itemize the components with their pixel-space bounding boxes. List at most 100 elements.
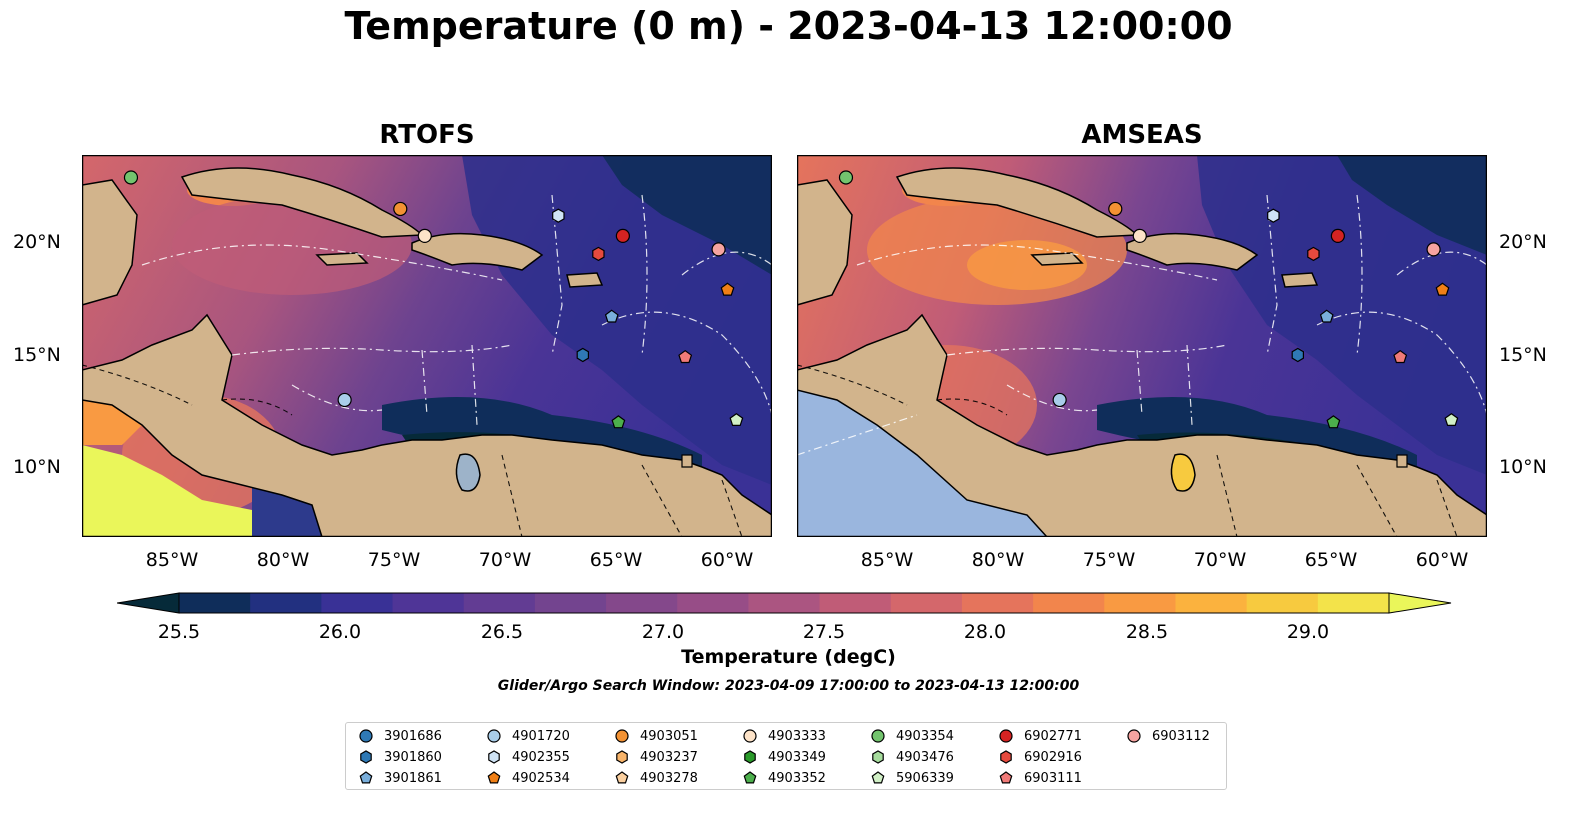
legend-item-4903278: 4903278 xyxy=(614,768,698,788)
legend-item-4903352: 4903352 xyxy=(742,768,826,788)
float-marker-6903111 xyxy=(678,349,693,364)
legend-marker-icon xyxy=(999,729,1013,743)
colorbar-label: Temperature (degC) xyxy=(681,646,896,668)
legend-item-6902916: 6902916 xyxy=(998,747,1082,767)
legend-label: 4903278 xyxy=(640,770,698,786)
colorbar-tick: 27.0 xyxy=(641,621,685,643)
legend-marker-icon xyxy=(744,750,756,764)
colorbar-tick: 26.5 xyxy=(480,621,524,643)
float-marker-6902916 xyxy=(592,246,605,262)
float-marker-4901720 xyxy=(1052,392,1067,408)
legend-label: 4903237 xyxy=(640,749,698,765)
float-marker-6903112 xyxy=(711,242,726,257)
legend-label: 4902355 xyxy=(512,749,570,765)
legend-marker-icon xyxy=(1127,729,1141,743)
legend-item-3901686: 3901686 xyxy=(358,726,442,746)
temperature-colorbar xyxy=(117,592,1452,614)
float-marker-4902355 xyxy=(552,208,565,223)
float-marker-6903112 xyxy=(1426,242,1441,257)
float-marker-4903051 xyxy=(1108,201,1123,217)
legend-marker-icon xyxy=(359,729,373,743)
float-marker-3901861 xyxy=(1319,309,1334,323)
lat-label-left-15n: 15°N xyxy=(13,344,61,366)
float-marker-4902534 xyxy=(1435,282,1450,296)
float-markers-amseas xyxy=(838,170,1459,429)
colorbar-segment xyxy=(250,593,322,613)
float-marker-5906339 xyxy=(1444,412,1459,426)
legend-label: 4903352 xyxy=(768,770,826,786)
lon-label-amseas-75w: 75°W xyxy=(1082,549,1136,571)
panel-title-rtofs: RTOFS xyxy=(379,120,475,150)
colorbar-tick: 28.5 xyxy=(1125,621,1169,643)
float-legend: 3901686 3901860 3901861 4901720 4902355 49025… xyxy=(345,722,1227,790)
legend-label: 3901686 xyxy=(384,728,442,744)
legend-label: 6903111 xyxy=(1024,770,1082,786)
float-marker-6902771 xyxy=(615,228,630,243)
colorbar-segment xyxy=(890,593,963,613)
legend-item-6903111: 6903111 xyxy=(998,768,1082,788)
colorbar-segment xyxy=(606,593,678,613)
lat-label-left-20n: 20°N xyxy=(13,231,61,253)
legend-marker-icon xyxy=(743,729,757,743)
legend-item-4903237: 4903237 xyxy=(614,747,698,767)
float-marker-4903352 xyxy=(611,415,626,429)
lat-label-left-10n: 10°N xyxy=(13,456,61,478)
legend-label: 6902916 xyxy=(1024,749,1082,765)
float-marker-4903333 xyxy=(1132,228,1147,243)
panel-title-amseas: AMSEAS xyxy=(1081,120,1203,150)
legend-label: 4903349 xyxy=(768,749,826,765)
legend-item-3901860: 3901860 xyxy=(358,747,442,767)
rtofs-temperature-map xyxy=(82,155,772,537)
legend-label: 5906339 xyxy=(896,770,954,786)
legend-item-4903354: 4903354 xyxy=(870,726,954,746)
colorbar-tick: 26.0 xyxy=(318,621,362,643)
legend-item-6903112: 6903112 xyxy=(1126,726,1210,746)
lon-label-amseas-60w: 60°W xyxy=(1415,549,1469,571)
colorbar-tick: 28.0 xyxy=(963,621,1007,643)
legend-marker-icon xyxy=(999,771,1013,784)
legend-marker-icon xyxy=(487,729,501,743)
float-marker-6902771 xyxy=(1330,228,1345,243)
lat-label-right-10n: 10°N xyxy=(1499,456,1547,478)
lon-label-amseas-65w: 65°W xyxy=(1304,549,1358,571)
legend-item-5906339: 5906339 xyxy=(870,768,954,788)
colorbar-segment xyxy=(321,593,394,613)
legend-marker-icon xyxy=(616,750,628,764)
float-marker-3901860 xyxy=(576,347,589,363)
legend-label: 4903333 xyxy=(768,728,826,744)
float-marker-4903354 xyxy=(838,170,854,185)
float-marker-4902355 xyxy=(1267,208,1280,223)
legend-label: 4903354 xyxy=(896,728,954,744)
lon-label-rtofs-80w: 80°W xyxy=(256,549,310,571)
legend-item-4903349: 4903349 xyxy=(742,747,826,767)
colorbar-segment xyxy=(179,593,251,613)
colorbar-segment xyxy=(463,593,536,613)
legend-item-4903476: 4903476 xyxy=(870,747,954,767)
colorbar-segment xyxy=(748,593,821,613)
legend-item-4903333: 4903333 xyxy=(742,726,826,746)
colorbar-tick: 27.5 xyxy=(802,621,846,643)
float-marker-6902916 xyxy=(1307,246,1320,262)
float-marker-3901861 xyxy=(604,309,619,323)
colorbar-segment xyxy=(677,593,749,613)
legend-marker-icon xyxy=(871,771,885,784)
float-marker-4903333 xyxy=(417,228,432,243)
colorbar-segment xyxy=(1246,593,1319,613)
legend-item-6902771: 6902771 xyxy=(998,726,1082,746)
lon-label-rtofs-65w: 65°W xyxy=(589,549,643,571)
colorbar-tick: 29.0 xyxy=(1286,621,1330,643)
legend-marker-icon xyxy=(615,729,629,743)
legend-item-3901861: 3901861 xyxy=(358,768,442,788)
colorbar-segment xyxy=(961,593,1034,613)
float-marker-4902534 xyxy=(720,282,735,296)
legend-label: 6903112 xyxy=(1152,728,1210,744)
legend-label: 4903051 xyxy=(640,728,698,744)
lon-label-rtofs-60w: 60°W xyxy=(700,549,754,571)
float-marker-4901720 xyxy=(337,392,352,408)
float-marker-4903354 xyxy=(123,170,139,185)
legend-label: 4902534 xyxy=(512,770,570,786)
legend-marker-icon xyxy=(615,771,629,784)
colorbar-segment xyxy=(819,593,892,613)
lon-label-amseas-85w: 85°W xyxy=(860,549,914,571)
colorbar-segment xyxy=(1175,593,1248,613)
